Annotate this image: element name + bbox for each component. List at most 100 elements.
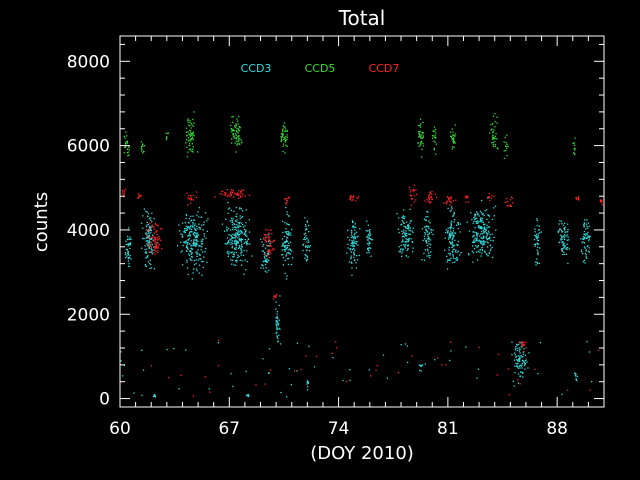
data-point <box>564 245 567 247</box>
data-point <box>407 248 409 250</box>
data-point <box>121 189 123 192</box>
data-point <box>190 251 192 253</box>
data-point <box>564 229 566 231</box>
data-point <box>423 218 426 220</box>
data-point <box>185 139 188 141</box>
data-point <box>180 241 182 243</box>
data-point <box>231 191 233 193</box>
data-point <box>560 220 563 222</box>
data-point <box>235 123 237 125</box>
data-point <box>191 231 193 233</box>
data-point <box>428 232 430 234</box>
data-point <box>565 231 567 233</box>
data-point <box>350 236 352 239</box>
data-point <box>477 250 479 252</box>
data-point <box>519 352 521 354</box>
data-point <box>241 141 243 144</box>
data-point <box>477 222 479 224</box>
data-point <box>402 216 404 218</box>
data-point <box>241 260 243 262</box>
data-point <box>289 248 291 250</box>
data-point <box>260 267 262 269</box>
data-point <box>285 255 287 257</box>
data-point <box>509 205 511 207</box>
data-point <box>190 140 192 142</box>
data-point <box>283 122 285 124</box>
data-point <box>476 251 478 253</box>
data-point <box>452 249 454 251</box>
data-point <box>157 250 159 252</box>
data-point <box>193 227 196 229</box>
data-point <box>352 221 354 223</box>
data-point <box>525 341 527 344</box>
data-point <box>185 245 188 247</box>
data-point <box>537 233 539 235</box>
data-point <box>238 239 240 241</box>
data-point <box>288 245 290 247</box>
data-point <box>515 346 517 348</box>
data-point <box>397 372 400 374</box>
data-point <box>187 239 189 241</box>
data-point <box>187 131 189 133</box>
data-point <box>187 227 189 229</box>
data-point <box>519 383 521 385</box>
data-point <box>285 128 287 130</box>
data-point <box>231 245 233 248</box>
data-point <box>128 263 130 265</box>
data-point <box>144 264 146 266</box>
data-point <box>401 230 403 232</box>
data-point <box>564 238 566 240</box>
data-point <box>519 375 521 377</box>
data-point <box>535 261 537 263</box>
data-point <box>448 198 450 201</box>
data-point <box>146 234 148 236</box>
data-point <box>403 209 405 211</box>
data-point <box>481 237 483 240</box>
data-point <box>150 246 153 249</box>
data-point <box>486 253 488 256</box>
data-point <box>147 213 150 215</box>
data-point <box>475 222 478 224</box>
data-point <box>127 238 129 240</box>
data-point <box>154 222 157 225</box>
data-point <box>153 240 155 242</box>
data-point <box>368 244 370 246</box>
data-point <box>190 240 192 242</box>
data-point <box>480 212 483 214</box>
data-point <box>428 243 430 245</box>
data-point <box>481 252 483 254</box>
data-point <box>425 240 428 242</box>
data-point <box>192 125 195 127</box>
data-point <box>420 141 422 143</box>
data-point <box>402 244 405 246</box>
data-point <box>194 237 197 239</box>
data-point <box>496 116 498 118</box>
data-point <box>241 245 243 247</box>
data-point <box>238 143 240 145</box>
data-point <box>398 232 400 234</box>
data-point <box>566 389 569 391</box>
data-point <box>148 247 150 249</box>
data-point <box>150 238 152 240</box>
data-point <box>479 241 481 243</box>
data-point <box>472 236 474 238</box>
data-point <box>563 235 565 237</box>
data-point <box>400 344 402 346</box>
data-point <box>232 226 234 229</box>
data-point <box>427 248 429 250</box>
data-point <box>147 241 149 244</box>
data-point <box>350 198 352 200</box>
data-point <box>520 345 523 347</box>
data-point <box>236 131 238 133</box>
data-point <box>263 256 266 258</box>
data-point <box>197 259 199 261</box>
data-point <box>267 250 269 253</box>
data-point <box>514 354 517 356</box>
data-point <box>523 361 525 363</box>
data-point <box>356 255 358 257</box>
data-point <box>236 224 238 226</box>
data-point <box>567 223 569 225</box>
data-point <box>559 228 562 230</box>
data-point <box>386 377 389 379</box>
data-point <box>152 237 154 239</box>
